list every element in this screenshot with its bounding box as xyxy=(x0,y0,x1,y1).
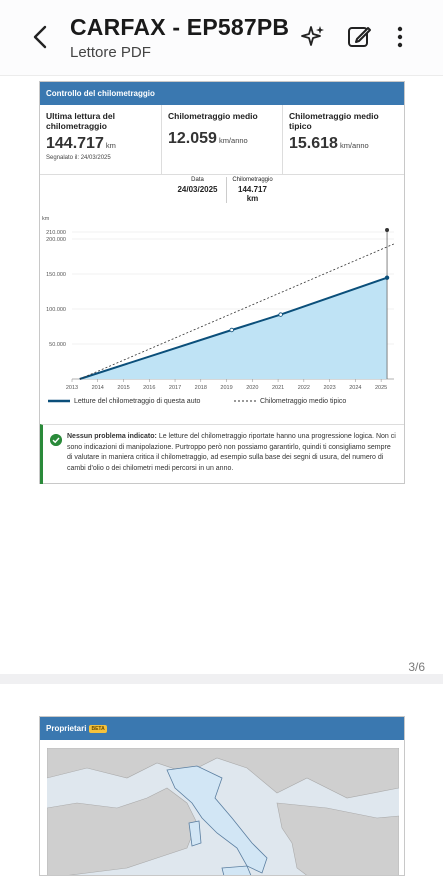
typical-label: Chilometraggio medio tipico xyxy=(289,111,379,131)
page-counter: 3/6 xyxy=(408,660,425,674)
more-vert-icon[interactable] xyxy=(387,24,413,50)
y-tick-label: 100.000 xyxy=(46,307,66,313)
mileage-line xyxy=(79,276,388,380)
x-tick-label: 2022 xyxy=(298,385,310,391)
y-tick-label: 210.000 xyxy=(46,230,66,236)
typical-stat: Chilometraggio medio tipico 15.618 km/ann… xyxy=(282,105,404,174)
x-tick-label: 2025 xyxy=(375,385,387,391)
legend-actual-swatch xyxy=(48,399,70,403)
check-circle-icon xyxy=(50,434,62,446)
y-axis-label: km xyxy=(42,216,50,222)
legend-typical: Chilometraggio medio tipico xyxy=(234,398,346,405)
y-tick-label: 50.000 xyxy=(49,342,66,348)
last-reading-date: Segnalato il: 24/03/2025 xyxy=(46,155,111,161)
mileage-area xyxy=(79,277,388,379)
mileage-check-card: Controllo del chilometraggio Ultima lett… xyxy=(39,81,405,484)
sparkle-icon[interactable] xyxy=(300,24,326,50)
average-value: 12.059 km/anno xyxy=(168,130,248,147)
average-stat: Chilometraggio medio 12.059 km/anno xyxy=(161,105,282,174)
x-tick-label: 2018 xyxy=(195,385,207,391)
card-header: Controllo del chilometraggio xyxy=(40,82,404,105)
x-tick-label: 2017 xyxy=(169,385,181,391)
last-reading-value: 144.717 km xyxy=(46,135,116,152)
edit-icon[interactable] xyxy=(346,24,372,50)
back-arrow-icon[interactable] xyxy=(26,22,56,52)
average-label: Chilometraggio medio xyxy=(168,111,258,121)
x-tick-label: 2013 xyxy=(66,385,78,391)
owners-card: Proprietari BETA xyxy=(39,716,405,876)
mileage-point xyxy=(278,312,283,317)
app-subtitle: Lettore PDF xyxy=(70,44,151,61)
tooltip-km: Chilometraggio 144.717 km xyxy=(226,177,278,203)
beta-badge: BETA xyxy=(89,725,107,733)
x-tick-label: 2015 xyxy=(117,385,129,391)
page-separator xyxy=(0,674,443,684)
europe-map xyxy=(47,748,399,875)
x-tick-label: 2019 xyxy=(220,385,232,391)
stats-row: Ultima lettura del chilometraggio 144.71… xyxy=(40,105,404,175)
cursor-handle xyxy=(385,228,390,232)
mileage-point xyxy=(384,275,390,280)
notice-title: Nessun problema indicato: xyxy=(67,433,157,440)
app-bar: CARFAX - EP587PB Lettore PDF xyxy=(0,0,443,76)
x-tick-label: 2014 xyxy=(92,385,104,391)
last-reading-label: Ultima lettura del chilometraggio xyxy=(46,111,115,131)
owners-header: Proprietari BETA xyxy=(40,717,404,740)
legend-actual: Letture del chilometraggio di questa aut… xyxy=(48,398,200,405)
x-tick-label: 2023 xyxy=(323,385,335,391)
x-tick-label: 2020 xyxy=(246,385,258,391)
y-tick-label: 150.000 xyxy=(46,272,66,278)
notice-text: Le letture del chilometraggio riportate … xyxy=(67,433,396,472)
x-tick-label: 2016 xyxy=(143,385,155,391)
tooltip-date: Data 24/03/2025 xyxy=(177,177,218,194)
x-tick-label: 2024 xyxy=(349,385,361,391)
y-tick-label: 200.000 xyxy=(46,237,66,243)
chart-legend: Letture del chilometraggio di questa aut… xyxy=(48,398,398,412)
legend-typical-swatch xyxy=(234,400,256,402)
typical-value: 15.618 km/anno xyxy=(289,135,369,152)
chart-tooltip: Data 24/03/2025 Chilometraggio 144.717 k… xyxy=(170,177,280,211)
mileage-point xyxy=(229,327,234,333)
typical-line xyxy=(79,243,395,380)
no-problem-notice: Nessun problema indicato: Le letture del… xyxy=(40,424,404,484)
last-reading-stat: Ultima lettura del chilometraggio 144.71… xyxy=(40,105,161,174)
document-title: CARFAX - EP587PB xyxy=(70,14,290,40)
x-tick-label: 2021 xyxy=(272,385,284,391)
